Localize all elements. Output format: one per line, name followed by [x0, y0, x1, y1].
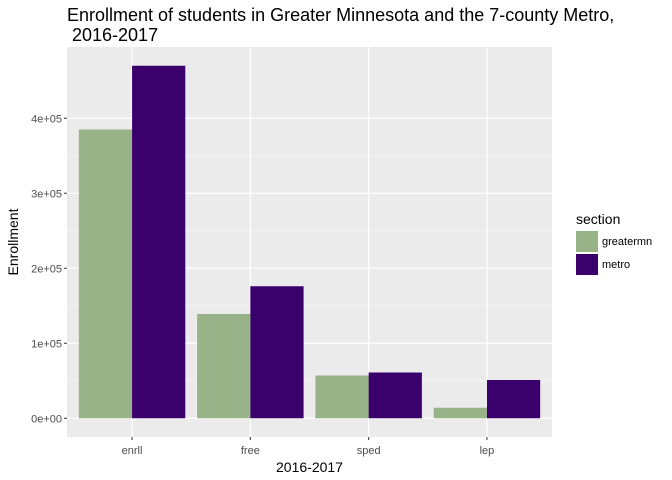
- bar-metro-free: [250, 286, 304, 419]
- bar-metro-sped: [368, 372, 422, 419]
- bar-metro-enrll: [132, 65, 186, 419]
- y-tick-label: 0e+00: [31, 413, 62, 425]
- x-tick-label: free: [241, 445, 260, 457]
- bars: [78, 65, 541, 419]
- legend-title: section: [576, 211, 620, 227]
- chart-title-line-2: 2016-2017: [67, 25, 158, 45]
- bar-greatermn-free: [197, 314, 251, 419]
- x-tick-label: enrll: [122, 445, 143, 457]
- y-tick-label: 1e+05: [31, 338, 62, 350]
- bar-greatermn-enrll: [78, 129, 133, 419]
- x-tick-label: sped: [357, 445, 381, 457]
- y-axis: 0e+00 1e+05 2e+05 3e+05 4e+05: [31, 113, 67, 425]
- y-tick-label: 3e+05: [31, 188, 62, 200]
- bar-greatermn-sped: [315, 375, 369, 419]
- y-tick-label: 4e+05: [31, 113, 62, 125]
- legend-key-metro: [576, 254, 598, 275]
- legend-label-greatermn: greatermn: [602, 236, 652, 248]
- x-axis: enrll free sped lep: [122, 437, 495, 457]
- legend: section greatermn metro: [576, 211, 652, 275]
- y-tick-label: 2e+05: [31, 263, 62, 275]
- legend-key-greatermn: [576, 231, 598, 252]
- bar-greatermn-lep: [433, 407, 487, 419]
- bar-metro-lep: [486, 380, 541, 419]
- chart-title-line-1: Enrollment of students in Greater Minnes…: [67, 5, 614, 25]
- x-axis-title: 2016-2017: [276, 459, 343, 475]
- y-axis-title: Enrollment: [5, 208, 21, 275]
- legend-label-metro: metro: [602, 259, 630, 271]
- x-tick-label: lep: [480, 445, 495, 457]
